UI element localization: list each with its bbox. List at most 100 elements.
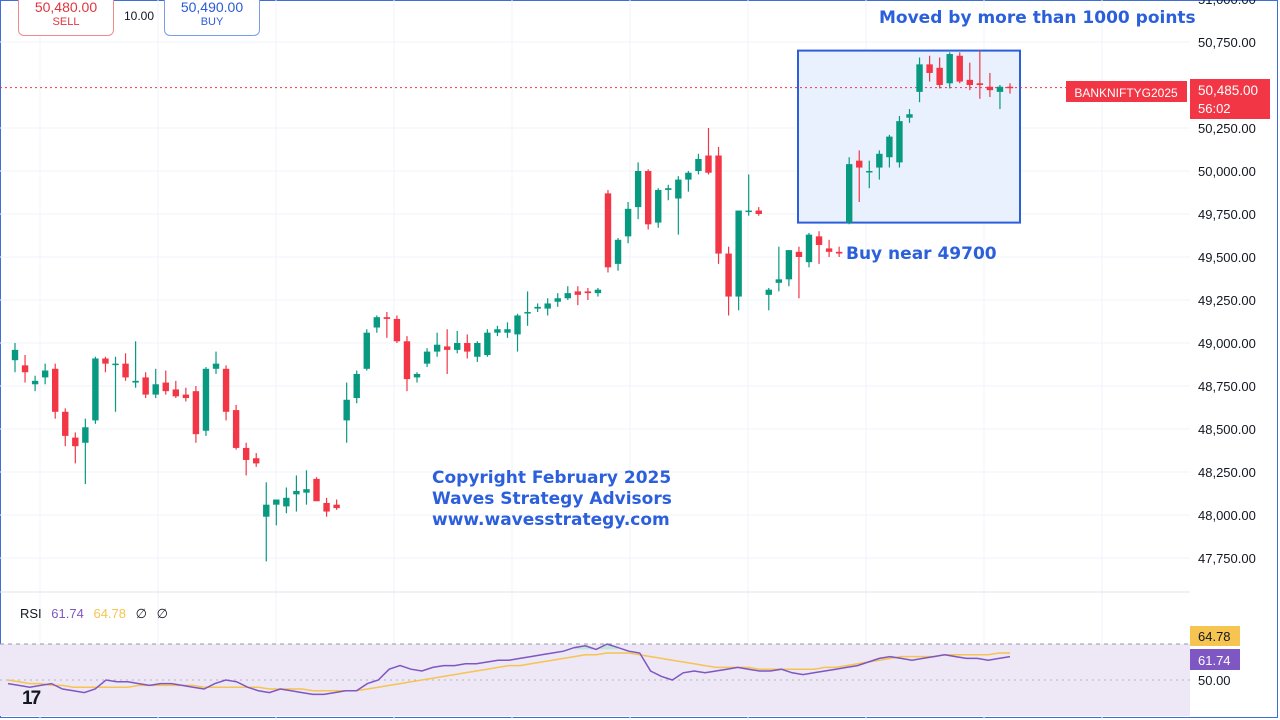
candle-body — [544, 303, 551, 309]
candle-body — [685, 172, 692, 180]
y-tick-label: 48,500.00 — [1198, 422, 1256, 437]
candle — [675, 176, 682, 235]
y-tick-label: 49,000.00 — [1198, 336, 1256, 351]
candle-body — [393, 318, 401, 342]
candle — [845, 157, 853, 225]
candle-body — [373, 317, 381, 328]
candle-body — [353, 373, 360, 399]
candle-body — [866, 171, 873, 173]
candle — [755, 207, 762, 216]
candle — [634, 162, 642, 220]
candle — [373, 315, 381, 333]
candle — [896, 115, 903, 168]
candle-body — [856, 160, 863, 168]
candle — [484, 329, 491, 357]
candle — [343, 382, 350, 443]
y-tick-label: 48,250.00 — [1198, 465, 1256, 480]
candle-body — [634, 171, 642, 208]
symbol-tag: BANKNIFTYG2025 — [1074, 86, 1178, 100]
candle — [494, 325, 501, 337]
candle-body — [62, 411, 69, 436]
candle-body — [232, 410, 240, 448]
candle — [31, 375, 39, 392]
annotation-buy-near: Buy near 49700 — [846, 244, 997, 264]
y-tick-label: 49,250.00 — [1198, 293, 1256, 308]
candle-body — [464, 343, 471, 352]
candle-body — [755, 210, 762, 214]
candle — [192, 386, 200, 443]
candle — [705, 128, 712, 175]
candle — [665, 184, 672, 201]
candle-body — [725, 253, 732, 297]
symbol-tag-bg — [1066, 81, 1187, 102]
buy-button[interactable]: 50,490.00 BUY — [164, 0, 260, 36]
rsi-legend[interactable]: RSI 61.74 64.78 ∅ ∅ — [20, 606, 174, 622]
y-tick-label: 49,750.00 — [1198, 207, 1256, 222]
candle-body — [323, 502, 330, 512]
candle-body — [403, 341, 411, 380]
price-grid — [0, 0, 1190, 720]
candle — [212, 351, 220, 374]
y-tick-label: 49,500.00 — [1198, 250, 1256, 265]
candle-body — [313, 478, 320, 502]
candle — [534, 303, 541, 313]
candle-body — [996, 86, 1004, 92]
candle — [886, 134, 893, 168]
copyright-line-3: www.wavesstrategy.com — [432, 510, 670, 530]
candle-body — [102, 358, 109, 364]
candle — [1006, 83, 1014, 94]
candle-body — [896, 121, 903, 163]
candle — [504, 322, 511, 338]
candle-body — [655, 189, 662, 223]
candle-body — [423, 351, 431, 364]
candle — [976, 50, 984, 99]
candle-body — [534, 306, 541, 309]
candle-body — [554, 298, 561, 302]
spread-value: 10.00 — [124, 9, 155, 23]
candle-body — [182, 394, 190, 399]
candle-body — [524, 312, 531, 314]
candle — [655, 188, 662, 228]
candle-body — [735, 210, 742, 297]
candle-body — [805, 234, 813, 263]
candle — [524, 291, 531, 326]
candle-body — [845, 164, 853, 223]
buy-price: 50,490.00 — [180, 0, 244, 15]
sell-button[interactable]: 50,480.00 SELL — [18, 0, 114, 36]
candle — [21, 355, 29, 383]
candle-body — [112, 363, 119, 366]
candle — [403, 336, 411, 392]
candle-body — [162, 382, 169, 392]
rsi-line — [7, 643, 1011, 696]
highlight-box — [797, 49, 1021, 224]
candle-body — [514, 315, 521, 335]
candle-body — [413, 373, 421, 378]
candle-body — [906, 114, 913, 118]
candle — [323, 497, 330, 517]
candle — [745, 174, 752, 216]
candle-body — [825, 248, 833, 252]
candle — [393, 315, 401, 343]
candle-body — [122, 363, 129, 378]
candle-body — [283, 497, 290, 507]
candle — [876, 150, 883, 180]
candle-body — [644, 171, 652, 225]
sell-label: SELL — [52, 16, 80, 28]
candle — [454, 330, 461, 354]
candle — [172, 380, 180, 399]
y-tick-label: 48,750.00 — [1198, 379, 1256, 394]
rsi-tag: 61.74 — [1198, 653, 1231, 668]
candle-body — [41, 370, 49, 378]
price-tags: BANKNIFTYG2025 50,485.00 56:02 — [1066, 79, 1270, 119]
copyright-block: Copyright February 2025 Waves Strategy A… — [432, 468, 672, 531]
candle-body — [72, 437, 79, 447]
candle — [996, 85, 1004, 110]
candle-body — [31, 380, 39, 385]
candle — [735, 210, 742, 311]
candle — [715, 146, 722, 264]
candle — [202, 367, 210, 436]
candle — [182, 387, 190, 402]
candle-body — [876, 153, 883, 168]
